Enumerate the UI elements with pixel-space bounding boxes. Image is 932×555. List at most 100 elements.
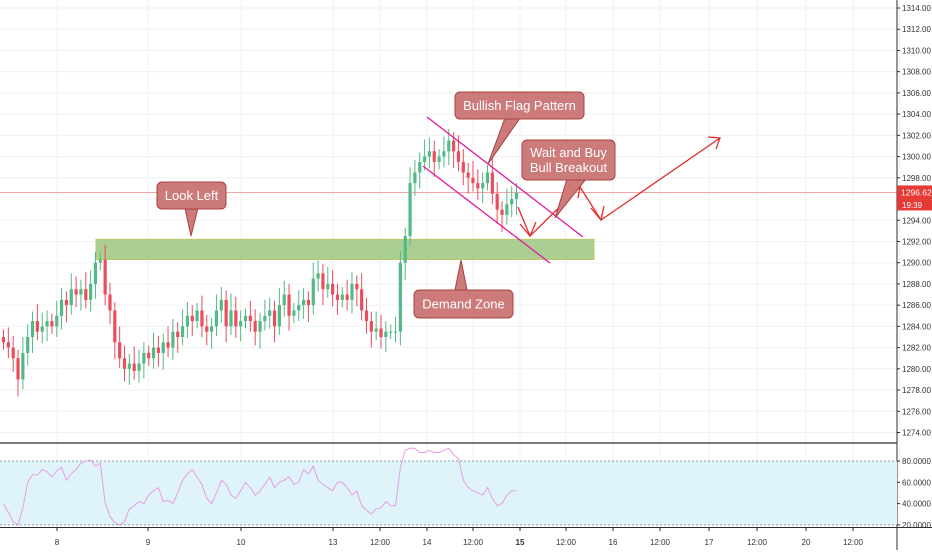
candle-body bbox=[301, 299, 306, 306]
candle bbox=[74, 276, 78, 308]
callout-demand-zone-text: Demand Zone bbox=[422, 297, 504, 312]
candle bbox=[176, 322, 180, 353]
callout-demand-zone-tail bbox=[454, 259, 468, 291]
candle bbox=[35, 304, 39, 341]
candle bbox=[355, 275, 359, 307]
callout-buy-box bbox=[521, 139, 616, 181]
candle bbox=[11, 335, 15, 373]
candle-body bbox=[350, 283, 354, 300]
candle-body bbox=[21, 352, 25, 380]
candle bbox=[103, 244, 107, 306]
candle-body bbox=[166, 342, 170, 348]
candle-body bbox=[316, 273, 320, 279]
candle bbox=[471, 160, 475, 192]
candle-body bbox=[340, 294, 344, 300]
candle-body bbox=[384, 331, 388, 337]
candle bbox=[84, 272, 88, 309]
candle-body bbox=[326, 283, 330, 290]
flag-lower-line bbox=[422, 165, 551, 264]
x-tick-label: 12:00 bbox=[650, 538, 671, 547]
candle-body bbox=[55, 315, 59, 327]
candle bbox=[40, 312, 44, 344]
candle bbox=[437, 149, 441, 170]
candle-body bbox=[369, 321, 373, 332]
candle bbox=[214, 294, 219, 336]
x-tick-label: 20 bbox=[802, 538, 811, 547]
candle-body bbox=[224, 299, 228, 327]
candle bbox=[301, 288, 306, 319]
candle-body bbox=[268, 310, 272, 316]
candle-body bbox=[510, 199, 514, 205]
candle bbox=[137, 349, 141, 383]
candle-body bbox=[345, 294, 349, 300]
countdown-tag bbox=[897, 199, 932, 211]
candle-body bbox=[263, 315, 267, 322]
candle bbox=[495, 182, 499, 224]
callout-demand-zone-box bbox=[413, 289, 514, 319]
candle-body bbox=[413, 172, 417, 184]
candle bbox=[364, 297, 369, 334]
candle-body bbox=[79, 289, 83, 295]
candle bbox=[190, 305, 194, 336]
candle bbox=[485, 165, 490, 191]
candle-body bbox=[374, 328, 378, 332]
y-tick-label: 1286.00 bbox=[902, 301, 931, 310]
candle-body bbox=[287, 294, 291, 316]
candle-body bbox=[297, 305, 301, 311]
x-tick-label: 12:00 bbox=[463, 538, 484, 547]
candle-body bbox=[142, 352, 146, 364]
arrow-head-1 bbox=[519, 221, 537, 238]
candle-body bbox=[408, 183, 412, 237]
candle-body bbox=[514, 192, 519, 200]
candle-body bbox=[113, 310, 117, 343]
candle-body bbox=[98, 259, 102, 263]
candle-body bbox=[437, 156, 441, 162]
candle bbox=[393, 316, 398, 343]
candle bbox=[374, 311, 378, 341]
candle bbox=[98, 252, 102, 271]
candle bbox=[384, 321, 388, 352]
candle bbox=[248, 300, 252, 332]
flag-upper-line bbox=[426, 116, 584, 238]
candle bbox=[432, 140, 436, 177]
candle bbox=[59, 288, 64, 330]
callout-look-left-box bbox=[156, 181, 227, 210]
last-price-tag bbox=[897, 185, 932, 200]
candle-body bbox=[418, 161, 422, 173]
candle bbox=[258, 312, 262, 349]
candle-body bbox=[466, 172, 470, 178]
y-tick-label: 1308.00 bbox=[902, 68, 931, 77]
candle-body bbox=[403, 236, 407, 263]
x-tick-label: 14 bbox=[423, 538, 432, 547]
candle bbox=[340, 287, 344, 308]
candle bbox=[345, 279, 349, 311]
y-tick-label: 1306.00 bbox=[902, 89, 931, 98]
y-tick-label: 1282.00 bbox=[902, 344, 931, 353]
candle-body bbox=[1, 336, 6, 343]
candle-body bbox=[360, 289, 364, 311]
x-tick-label: 12:00 bbox=[747, 538, 768, 547]
x-tick-label: 17 bbox=[705, 538, 714, 547]
candle bbox=[297, 290, 301, 322]
candle-body bbox=[118, 342, 122, 359]
candle-body bbox=[50, 321, 54, 327]
candle-body bbox=[398, 262, 402, 332]
candle-body bbox=[442, 151, 446, 157]
candle bbox=[205, 314, 209, 346]
callout-buy-text: Bull Breakout bbox=[530, 160, 608, 175]
candle-body bbox=[89, 283, 93, 300]
candle bbox=[156, 335, 160, 367]
candle-body bbox=[253, 321, 257, 332]
candle bbox=[127, 353, 131, 385]
y-tick-label: 1298.00 bbox=[902, 174, 931, 183]
candle-body bbox=[190, 315, 194, 322]
candle bbox=[306, 291, 311, 323]
candle-body bbox=[331, 283, 335, 295]
candle bbox=[442, 136, 446, 168]
y-tick-label: 1284.00 bbox=[902, 322, 931, 331]
candle-body bbox=[258, 321, 262, 332]
candle-body bbox=[210, 326, 214, 332]
candle-body bbox=[84, 289, 88, 300]
